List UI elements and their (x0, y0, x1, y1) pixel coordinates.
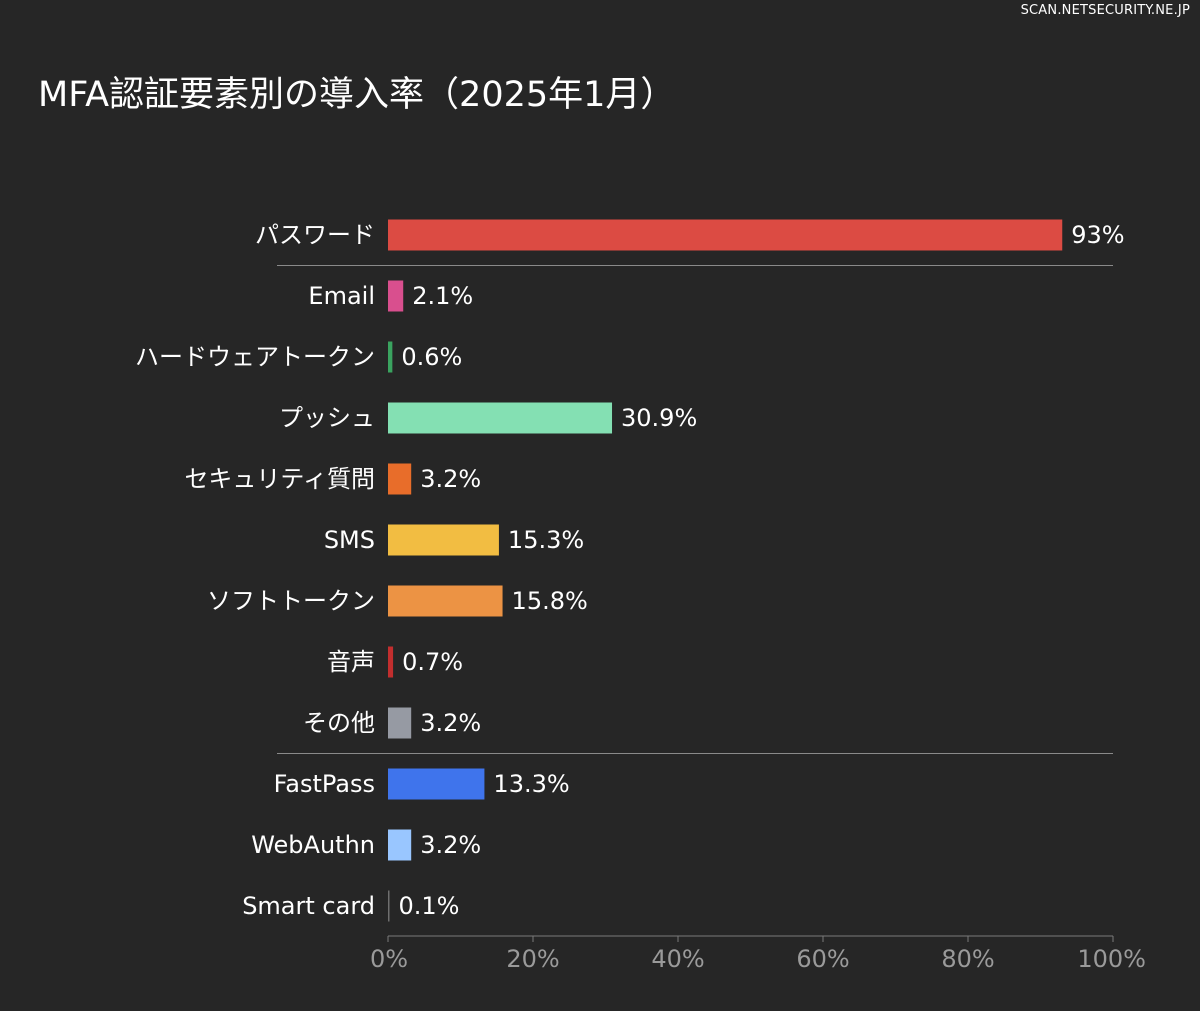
value-label: 3.2% (420, 709, 481, 737)
category-label: セキュリティ質問 (184, 465, 375, 493)
bar (388, 646, 394, 678)
value-label: 2.1% (412, 282, 473, 310)
bar (388, 585, 503, 617)
value-label: 15.8% (512, 587, 588, 615)
x-tick-label: 40% (651, 945, 704, 973)
bar (388, 707, 412, 739)
value-label: 3.2% (420, 831, 481, 859)
x-tick-label: 80% (941, 945, 994, 973)
x-tick-label: 100% (1077, 945, 1146, 973)
category-label: プッシュ (279, 404, 375, 432)
category-label: Smart card (242, 892, 375, 920)
category-label: FastPass (274, 770, 375, 798)
value-label: 93% (1071, 221, 1124, 249)
category-label: SMS (324, 526, 375, 554)
category-label: パスワード (255, 221, 375, 249)
x-tick-label: 0% (370, 945, 408, 973)
bar (388, 890, 390, 922)
value-label: 3.2% (420, 465, 481, 493)
category-label: その他 (303, 709, 375, 737)
chart-title: MFA認証要素別の導入率（2025年1月） (38, 75, 676, 115)
x-tick-label: 20% (506, 945, 559, 973)
value-label: 0.7% (402, 648, 463, 676)
x-tick-label: 60% (796, 945, 849, 973)
bar (388, 463, 412, 495)
category-label: WebAuthn (251, 831, 375, 859)
category-label: ソフトトークン (207, 587, 375, 615)
bar (388, 829, 412, 861)
bar (388, 524, 499, 556)
bar (388, 219, 1063, 251)
value-label: 30.9% (621, 404, 697, 432)
value-label: 13.3% (493, 770, 569, 798)
bar (388, 402, 613, 434)
value-label: 0.1% (399, 892, 460, 920)
value-label: 15.3% (508, 526, 584, 554)
bar (388, 280, 404, 312)
category-label: Email (308, 282, 375, 310)
watermark: SCAN.NETSECURITY.NE.JP (1020, 3, 1190, 18)
bar (388, 341, 393, 373)
category-label: 音声 (327, 648, 375, 676)
bar (388, 768, 485, 800)
category-label: ハードウェアトークン (135, 343, 375, 371)
value-label: 0.6% (401, 343, 462, 371)
